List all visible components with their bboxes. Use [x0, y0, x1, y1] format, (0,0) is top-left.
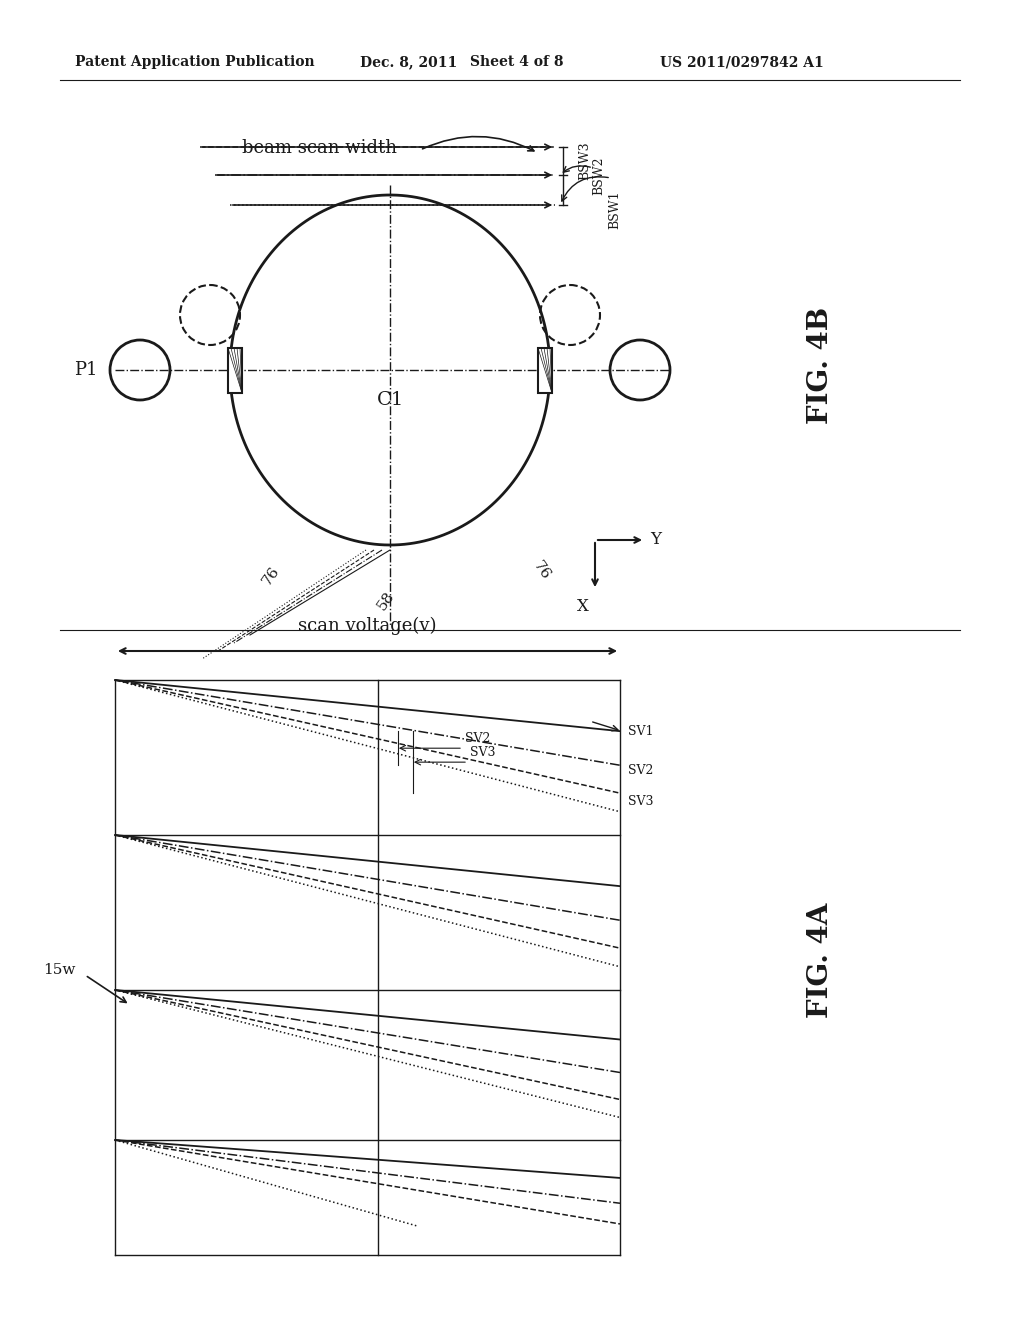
Text: FIG. 4B: FIG. 4B — [807, 306, 834, 424]
Text: 76: 76 — [260, 564, 283, 587]
Text: SV2: SV2 — [628, 764, 653, 776]
Text: Sheet 4 of 8: Sheet 4 of 8 — [470, 55, 563, 69]
Bar — [228, 348, 242, 393]
Bar — [538, 348, 552, 393]
Text: 15w: 15w — [43, 964, 76, 977]
Text: Y: Y — [650, 532, 662, 549]
Text: SV1: SV1 — [628, 725, 653, 738]
Text: SV3: SV3 — [470, 746, 496, 759]
Text: Patent Application Publication: Patent Application Publication — [75, 55, 314, 69]
Text: 58: 58 — [375, 589, 397, 612]
Text: Dec. 8, 2011: Dec. 8, 2011 — [360, 55, 458, 69]
Text: beam scan width: beam scan width — [243, 139, 397, 157]
Text: BSW3: BSW3 — [579, 141, 592, 181]
Text: FIG. 4A: FIG. 4A — [807, 903, 834, 1018]
Text: scan voltage(v): scan voltage(v) — [298, 616, 437, 635]
Text: BSW1: BSW1 — [608, 190, 622, 230]
Text: C1: C1 — [377, 391, 403, 409]
Text: SV3: SV3 — [628, 795, 653, 808]
Text: BSW2: BSW2 — [593, 157, 605, 195]
Text: 76: 76 — [530, 560, 553, 583]
Text: US 2011/0297842 A1: US 2011/0297842 A1 — [660, 55, 823, 69]
Text: X: X — [578, 598, 589, 615]
Text: P1: P1 — [75, 360, 98, 379]
Text: SV2: SV2 — [465, 733, 490, 746]
